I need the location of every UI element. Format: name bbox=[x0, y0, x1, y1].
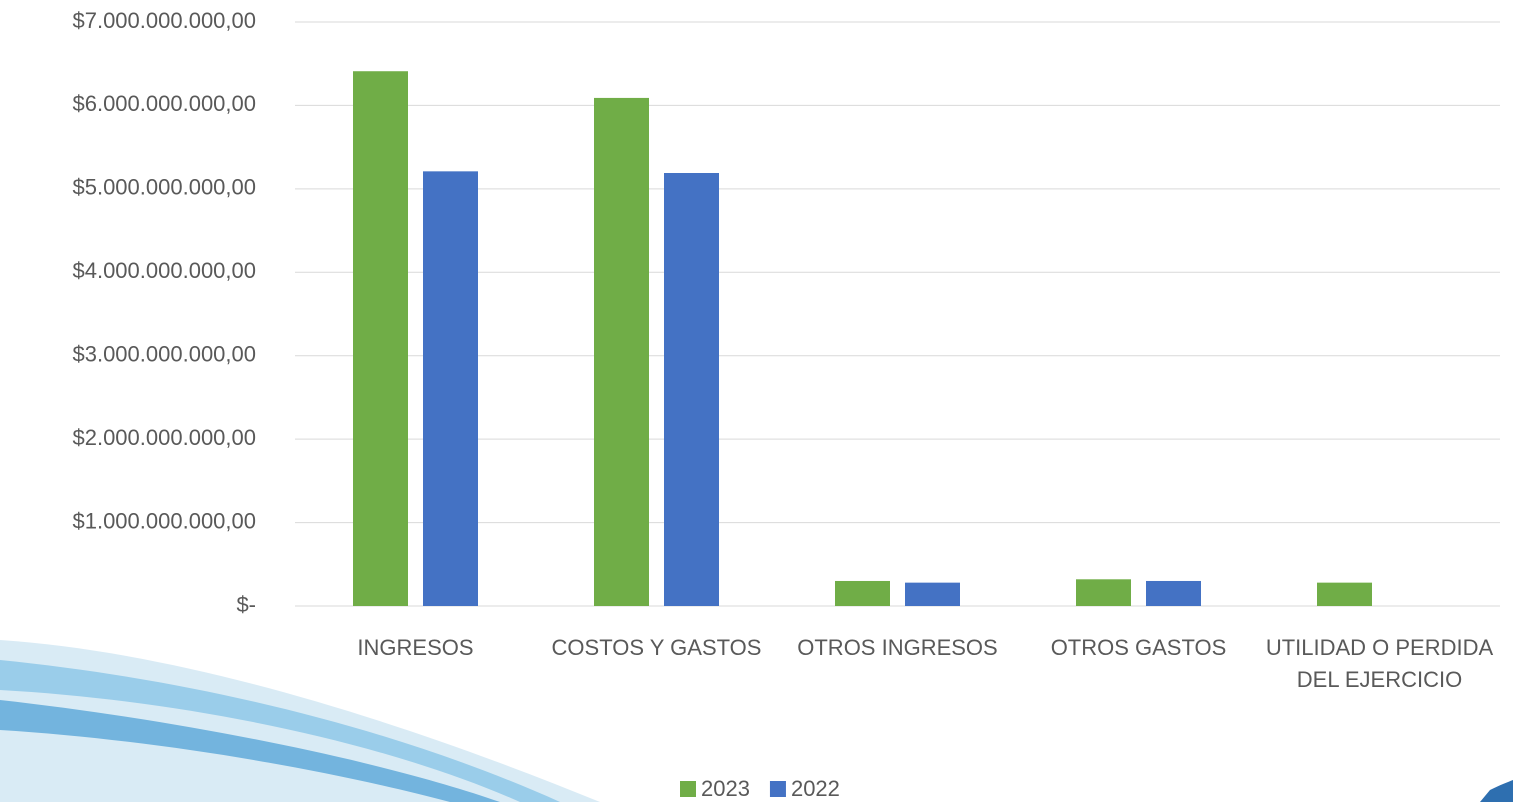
y-tick-label: $3.000.000.000,00 bbox=[72, 342, 256, 367]
legend-label: 2023 bbox=[701, 776, 750, 801]
decoration bbox=[0, 640, 1513, 802]
y-tick-label: $5.000.000.000,00 bbox=[72, 175, 256, 200]
bar bbox=[594, 97, 649, 607]
bar bbox=[1076, 579, 1131, 606]
y-tick-label: $4.000.000.000,00 bbox=[72, 258, 256, 283]
x-tick-label: COSTOS Y GASTOS bbox=[551, 635, 762, 660]
y-tick-label: $1.000.000.000,00 bbox=[72, 508, 256, 533]
legend-label: 2022 bbox=[791, 776, 840, 801]
y-tick-label: $7.000.000.000,00 bbox=[72, 8, 256, 33]
legend-swatch bbox=[769, 781, 786, 797]
x-tick-label: OTROS GASTOS bbox=[1050, 635, 1227, 660]
bar bbox=[1317, 582, 1372, 606]
y-tick-label: $6.000.000.000,00 bbox=[72, 91, 256, 116]
x-tick-label: OTROS INGRESOS bbox=[797, 635, 998, 660]
bar bbox=[664, 173, 719, 606]
y-tick-label: $- bbox=[236, 592, 256, 617]
bar bbox=[1146, 580, 1201, 606]
y-tick-label: $2.000.000.000,00 bbox=[72, 425, 256, 450]
bar bbox=[835, 580, 890, 606]
legend-swatch bbox=[680, 781, 696, 797]
x-tick-label: UTILIDAD O PERDIDA DEL EJERCICIO bbox=[1265, 635, 1494, 692]
bar bbox=[423, 171, 478, 606]
bar bbox=[905, 582, 960, 606]
x-tick-label: INGRESOS bbox=[357, 635, 474, 660]
bar bbox=[353, 71, 408, 607]
